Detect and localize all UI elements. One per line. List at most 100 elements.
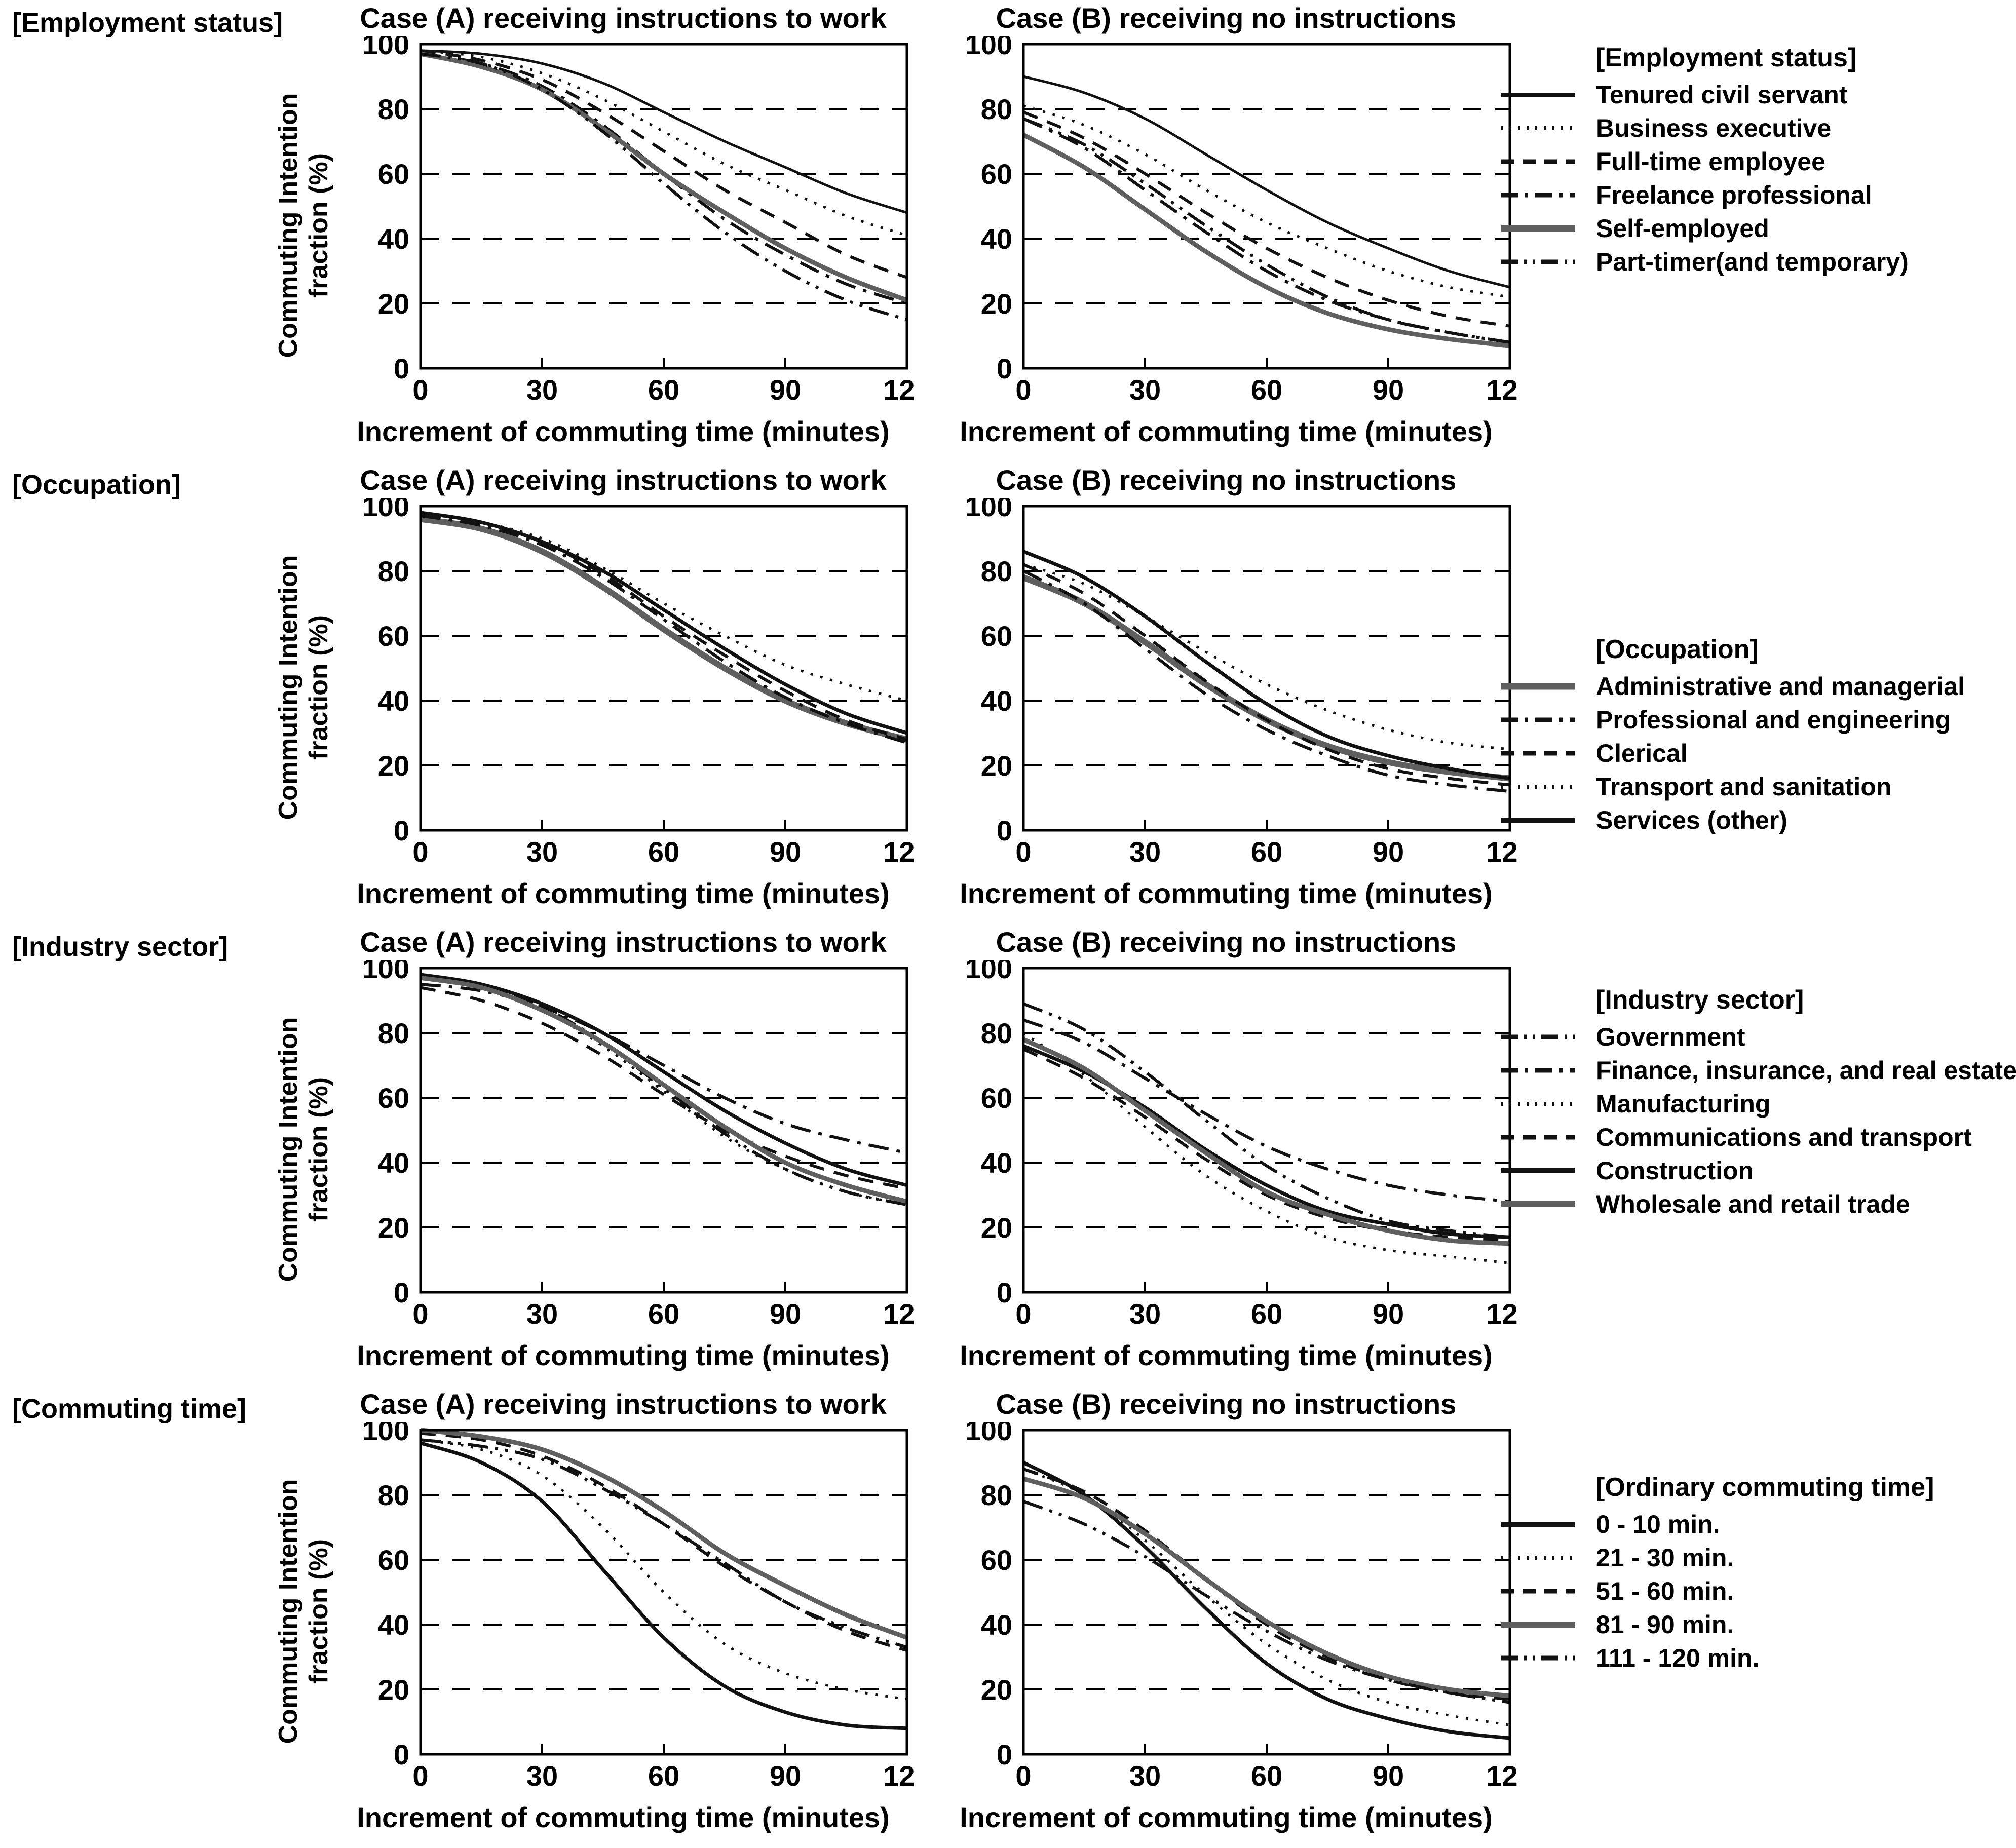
- svg-text:20: 20: [981, 1212, 1012, 1244]
- legend-item-label: Part-timer(and temporary): [1596, 248, 1909, 276]
- series-line: [420, 49, 907, 237]
- chart-employment-case-b: Case (B) receiving no instructions 0 20 40…: [935, 0, 1534, 448]
- x-axis-label: Increment of commuting time (minutes): [960, 1339, 1493, 1371]
- svg-text:60: 60: [981, 1544, 1012, 1576]
- svg-text:120: 120: [1486, 1760, 1517, 1792]
- svg-text:60: 60: [1251, 1298, 1282, 1330]
- series-line: [1022, 550, 1510, 781]
- svg-text:40: 40: [378, 1147, 409, 1179]
- legend-item: Professional and engineering: [1500, 703, 2011, 737]
- svg-text:120: 120: [883, 374, 915, 406]
- legend-line-sample: [1501, 717, 1575, 722]
- svg-text:20: 20: [378, 288, 409, 320]
- svg-text:0: 0: [412, 374, 428, 406]
- svg-text:20: 20: [981, 288, 1012, 320]
- legend-items: 0 - 10 min. 21 - 30 min. 51 - 60 min. 81 - …: [1500, 1508, 2011, 1675]
- legend-line-sample: [1501, 818, 1575, 823]
- svg-text:80: 80: [378, 93, 409, 125]
- legend-item: 111 - 120 min.: [1500, 1641, 2011, 1675]
- legend-item-label: Services (other): [1596, 806, 1787, 834]
- legend-item: 81 - 90 min.: [1500, 1608, 2011, 1641]
- series-line: [420, 973, 907, 1187]
- legend-item: Self-employed: [1500, 212, 2011, 245]
- svg-text:100: 100: [965, 1422, 1012, 1446]
- svg-text:100: 100: [362, 36, 409, 60]
- series-line: [420, 514, 907, 745]
- legend-employment-status: [Employment status] Tenured civil servan…: [1500, 43, 2011, 279]
- legend-item: Transport and sanitation: [1500, 770, 2011, 803]
- chart-title: Case (A) receiving instructions to work: [360, 464, 887, 496]
- series-line: [420, 983, 907, 1154]
- chart-commuting-case-b: Case (B) receiving no instructions 0 20 40…: [935, 1386, 1534, 1834]
- svg-text:60: 60: [648, 1298, 679, 1330]
- legend-item-label: Freelance professional: [1596, 181, 1872, 209]
- legend-item-label: 111 - 120 min.: [1596, 1644, 1760, 1672]
- x-axis-label: Increment of commuting time (minutes): [960, 415, 1493, 447]
- svg-text:30: 30: [526, 374, 558, 406]
- legend-item-label: Full-time employee: [1596, 147, 1825, 176]
- legend-item: 51 - 60 min.: [1500, 1574, 2011, 1608]
- svg-text:0: 0: [394, 353, 409, 384]
- legend-industry-sector: [Industry sector] Government Finance, ins…: [1500, 985, 2016, 1221]
- legend-item-label: 21 - 30 min.: [1596, 1544, 1734, 1572]
- legend-item-label: Transport and sanitation: [1596, 773, 1892, 801]
- x-axis-label: Increment of commuting time (minutes): [357, 877, 890, 909]
- series-line: [1022, 574, 1510, 782]
- svg-text:0: 0: [1015, 374, 1031, 406]
- svg-text:30: 30: [1129, 1298, 1161, 1330]
- legend-item: 21 - 30 min.: [1500, 1541, 2011, 1574]
- series-line: [1022, 110, 1510, 328]
- svg-text:90: 90: [1373, 1760, 1404, 1792]
- category-label: [Commuting time]: [12, 1394, 246, 1424]
- svg-text:90: 90: [770, 836, 801, 868]
- legend-item: Clerical: [1500, 737, 2011, 770]
- svg-text:60: 60: [1251, 836, 1282, 868]
- svg-text:0: 0: [394, 1739, 409, 1770]
- chart-commuting-case-a: Case (A) receiving instructions to work …: [274, 1386, 931, 1834]
- series-line: [1022, 133, 1510, 348]
- y-axis-label: Commuting Intention fraction (%): [274, 555, 333, 820]
- legend-line-sample: [1501, 683, 1575, 690]
- svg-text:20: 20: [981, 750, 1012, 782]
- series-line: [420, 1438, 907, 1649]
- svg-text:80: 80: [981, 1479, 1012, 1511]
- legend-item: Construction: [1500, 1154, 2011, 1187]
- legend-line-sample: [1501, 1201, 1575, 1207]
- chart-title: Case (A) receiving instructions to work: [360, 926, 887, 958]
- svg-text:80: 80: [378, 1017, 409, 1049]
- legend-line-sample: [1501, 1522, 1575, 1527]
- series-line: [420, 976, 907, 1207]
- plot-area: 0 20 40 60 80 100 0 30 60 90 120: [935, 952, 1534, 1338]
- legend-line-sample: [1501, 1168, 1575, 1173]
- svg-text:40: 40: [981, 223, 1012, 255]
- legend-line-sample: [1501, 1556, 1575, 1560]
- legend-item-label: Professional and engineering: [1596, 706, 1951, 734]
- chart-title: Case (B) receiving no instructions: [996, 926, 1457, 958]
- line-chart-svg: 0 20 40 60 80 100 0 30 60 90 120: [965, 490, 1534, 868]
- svg-text:100: 100: [965, 36, 1012, 60]
- svg-text:120: 120: [883, 836, 915, 868]
- svg-text:120: 120: [1486, 1298, 1517, 1330]
- series-line: [420, 516, 908, 743]
- legend-ordinary-commuting-time: [Ordinary commuting time] 0 - 10 min. 21 …: [1500, 1472, 2011, 1675]
- series-line: [420, 49, 907, 214]
- line-chart-svg: 0 20 40 60 80 100 0 30 60 90 120: [965, 28, 1534, 406]
- svg-text:30: 30: [1129, 836, 1161, 868]
- series-line: [420, 975, 908, 1204]
- chart-title: Case (A) receiving instructions to work: [360, 1388, 887, 1420]
- svg-text:0: 0: [997, 353, 1012, 384]
- series-line: [420, 511, 907, 702]
- svg-text:60: 60: [378, 620, 409, 652]
- svg-text:60: 60: [981, 1082, 1012, 1114]
- legend-line-sample: [1501, 159, 1575, 164]
- plot-area: 0 20 40 60 80 100 0 30 60 90 120: [332, 952, 931, 1338]
- svg-text:60: 60: [648, 374, 679, 406]
- svg-text:0: 0: [1015, 1760, 1031, 1792]
- series-line: [420, 51, 908, 302]
- series-line: [420, 52, 907, 305]
- legend-line-sample: [1501, 1034, 1575, 1040]
- svg-text:20: 20: [378, 750, 409, 782]
- x-axis-label: Increment of commuting time (minutes): [357, 415, 890, 447]
- series-line: [1023, 75, 1510, 289]
